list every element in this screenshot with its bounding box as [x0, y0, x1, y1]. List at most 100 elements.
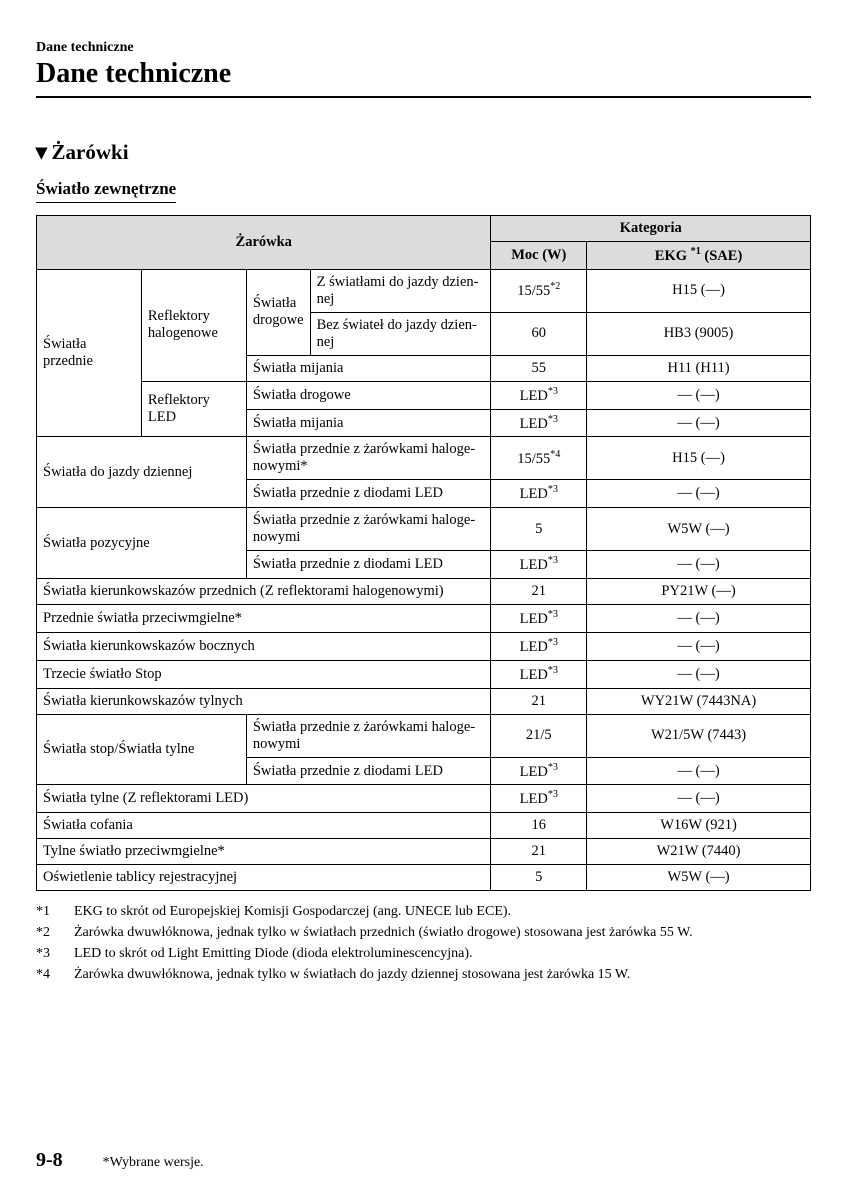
table-row: Reflektory LED Światła drogowe LED*3 ― (… [37, 381, 811, 409]
footnote-text: Żarówka dwuwłóknowa, jednak tylko w świa… [74, 966, 630, 985]
section-heading: ▶Żarówki [36, 140, 811, 165]
footnote: *4 Żarówka dwuwłóknowa, jednak tylko w ś… [36, 966, 811, 985]
cell: 21 [491, 839, 587, 865]
cell: Światła stop/Światła tylne [37, 714, 247, 785]
cell: Światła przednie z diodami LED [246, 480, 491, 508]
th-ekg-prefix: EKG [655, 248, 691, 264]
cell: Światła kierunkowskazów przednich (Z ref… [37, 579, 491, 605]
cell: H15 (―) [587, 437, 811, 480]
cell: Światła mijania [246, 409, 491, 437]
cell: LED*3 [491, 632, 587, 660]
footnote-mark: *3 [36, 945, 60, 964]
cell: LED*3 [491, 660, 587, 688]
table-row: Światła przednie Reflektory halo­genowe … [37, 269, 811, 312]
cell: Światła tylne (Z reflektorami LED) [37, 785, 491, 813]
cell: LED*3 [491, 757, 587, 785]
cell: Światła przednie z żarówkami haloge­nowy… [246, 714, 491, 757]
page-number: 9-8 [36, 1149, 63, 1172]
cell: Światła kierunkowskazów tylnych [37, 688, 491, 714]
table-row: Światła kierunkowskazów bocznych LED*3 ―… [37, 632, 811, 660]
cell: Światła przednie z żarówkami haloge­nowy… [246, 508, 491, 551]
cell: LED*3 [491, 551, 587, 579]
cell: 15/55*2 [491, 269, 587, 312]
cell: ― (―) [587, 551, 811, 579]
cell: Trzecie światło Stop [37, 660, 491, 688]
cell: LED*3 [491, 480, 587, 508]
table-row: Przednie światła przeciwmgielne* LED*3 ―… [37, 605, 811, 633]
cell: ― (―) [587, 605, 811, 633]
cell: LED*3 [491, 605, 587, 633]
table-row: Światła kierunkowskazów tylnych 21 WY21W… [37, 688, 811, 714]
cell: W21W (7440) [587, 839, 811, 865]
cell: 21 [491, 688, 587, 714]
cell: 5 [491, 865, 587, 891]
section-heading-text: Żarówki [52, 140, 129, 164]
cell: Światła drogowe [246, 381, 491, 409]
cell: Światła mijania [246, 355, 491, 381]
cell: W5W (―) [587, 508, 811, 551]
footnote-text: EKG to skrót od Europejskiej Komisji Gos… [74, 903, 511, 922]
cell: 21 [491, 579, 587, 605]
table-row: Tylne światło przeciwmgielne* 21 W21W (7… [37, 839, 811, 865]
th-ekg: EKG *1 (SAE) [587, 242, 811, 270]
cell: Światła kierunkowskazów bocznych [37, 632, 491, 660]
footer-note: *Wybrane wersje. [103, 1155, 204, 1171]
cell: Z światłami do jazdy dzien­nej [310, 269, 491, 312]
footnote-text: Żarówka dwuwłóknowa, jednak tylko w świa… [74, 924, 693, 943]
cell: ― (―) [587, 409, 811, 437]
cell: PY21W (―) [587, 579, 811, 605]
cell: Światła przednie [37, 269, 142, 437]
footnote: *3 LED to skrót od Light Emitting Diode … [36, 945, 811, 964]
cell: 16 [491, 813, 587, 839]
footnote-mark: *4 [36, 966, 60, 985]
table-row: Światła pozycyjne Światła przednie z żar… [37, 508, 811, 551]
cell: W5W (―) [587, 865, 811, 891]
cell: ― (―) [587, 381, 811, 409]
cell: Przednie światła przeciwmgielne* [37, 605, 491, 633]
footnote: *1 EKG to skrót od Europejskiej Komisji … [36, 903, 811, 922]
cell: Światła pozycyjne [37, 508, 247, 579]
table-row: Światła stop/Światła tylne Światła przed… [37, 714, 811, 757]
triangle-icon: ▶ [32, 148, 51, 160]
cell: 21/5 [491, 714, 587, 757]
th-category: Kategoria [491, 216, 811, 242]
th-ekg-sup: *1 [691, 246, 701, 257]
cell: HB3 (9005) [587, 312, 811, 355]
th-ekg-suffix: (SAE) [701, 248, 743, 264]
cell: Tylne światło przeciwmgielne* [37, 839, 491, 865]
th-lamp: Żarówka [37, 216, 491, 270]
cell: Światła przednie z diodami LED [246, 757, 491, 785]
table-row: Trzecie światło Stop LED*3 ― (―) [37, 660, 811, 688]
cell: Światła przednie z diodami LED [246, 551, 491, 579]
cell: Oświetlenie tablicy rejestracyjnej [37, 865, 491, 891]
table-body: Światła przednie Reflektory halo­genowe … [37, 269, 811, 890]
table-row: Światła do jazdy dziennej Światła przedn… [37, 437, 811, 480]
cell: Światła do jazdy dziennej [37, 437, 247, 508]
table-row: Oświetlenie tablicy rejestracyjnej 5 W5W… [37, 865, 811, 891]
table-row: Światła cofania 16 W16W (921) [37, 813, 811, 839]
page-footer: 9-8 *Wybrane wersje. [36, 1149, 811, 1172]
footnote-text: LED to skrót od Light Emitting Diode (di… [74, 945, 473, 964]
sub-heading: Światło zewnętrzne [36, 179, 176, 203]
cell: W21/5W (7443) [587, 714, 811, 757]
cell: H11 (H11) [587, 355, 811, 381]
bulb-spec-table: Żarówka Kategoria Moc (W) EKG *1 (SAE) Ś… [36, 215, 811, 891]
cell: WY21W (7443NA) [587, 688, 811, 714]
cell: Światła cofania [37, 813, 491, 839]
cell: ― (―) [587, 632, 811, 660]
table-row: Światła tylne (Z reflektorami LED) LED*3… [37, 785, 811, 813]
table-header: Żarówka Kategoria Moc (W) EKG *1 (SAE) [37, 216, 811, 270]
cell: W16W (921) [587, 813, 811, 839]
footnote-mark: *2 [36, 924, 60, 943]
footnote: *2 Żarówka dwuwłóknowa, jednak tylko w ś… [36, 924, 811, 943]
cell: H15 (―) [587, 269, 811, 312]
cell: 60 [491, 312, 587, 355]
cell: Światła przednie z żarówkami haloge­nowy… [246, 437, 491, 480]
cell: ― (―) [587, 757, 811, 785]
cell: LED*3 [491, 785, 587, 813]
breadcrumb: Dane techniczne [36, 40, 811, 56]
table-row: Światła kierunkowskazów przednich (Z ref… [37, 579, 811, 605]
cell: 15/55*4 [491, 437, 587, 480]
cell: Reflektory LED [141, 381, 246, 437]
cell: Bez świateł do jazdy dzien­nej [310, 312, 491, 355]
